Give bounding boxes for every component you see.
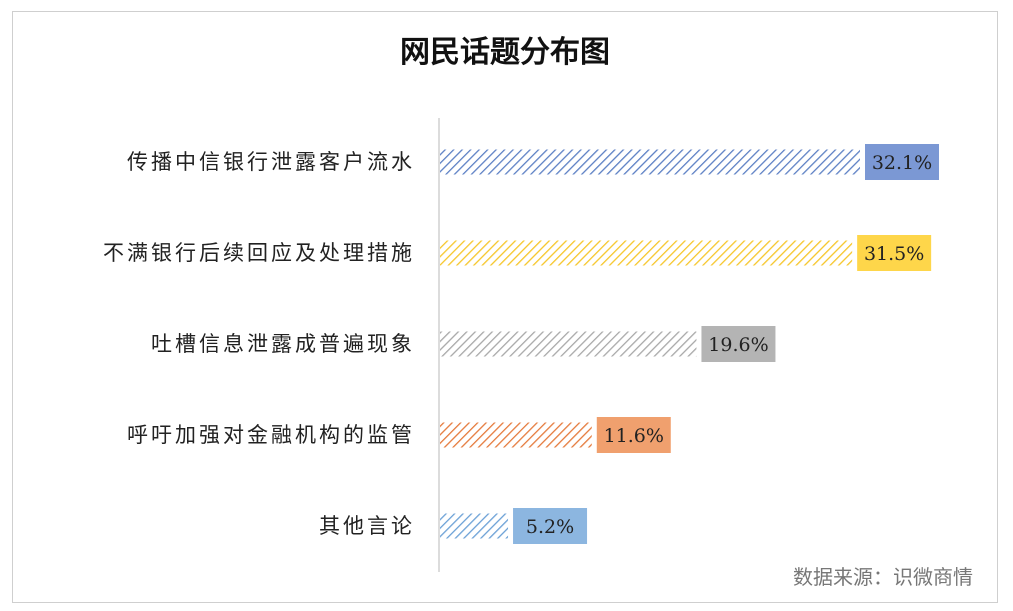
bar	[440, 422, 592, 448]
value-label-box	[857, 235, 932, 271]
bars-group: 传播中信银行泄露客户流水 32.1% 不满银行后续回应及处理措施 31.5% 吐槽信息泄…	[103, 144, 939, 544]
bar	[440, 513, 509, 539]
bar	[440, 240, 853, 266]
chart-title: 网民话题分布图	[400, 35, 610, 70]
value-label: 19.6%	[708, 334, 768, 356]
value-label-box	[701, 326, 776, 362]
category-label: 吐槽信息泄露成普遍现象	[151, 332, 415, 356]
source-note: 数据来源：识微商情	[793, 565, 973, 589]
value-label-box	[596, 417, 671, 453]
category-label: 传播中信银行泄露客户流水	[127, 150, 415, 174]
bar	[440, 149, 860, 175]
value-label: 31.5%	[864, 243, 924, 265]
bar	[440, 331, 697, 357]
value-label-box	[513, 508, 588, 544]
value-label-box	[865, 144, 939, 180]
value-label: 5.2%	[526, 516, 574, 538]
value-label: 32.1%	[872, 152, 932, 174]
chart-frame	[12, 11, 998, 603]
category-label: 其他言论	[319, 514, 415, 538]
category-label: 不满银行后续回应及处理措施	[103, 241, 415, 265]
value-label: 11.6%	[604, 425, 664, 447]
category-label: 呼吁加强对金融机构的监管	[127, 423, 415, 447]
